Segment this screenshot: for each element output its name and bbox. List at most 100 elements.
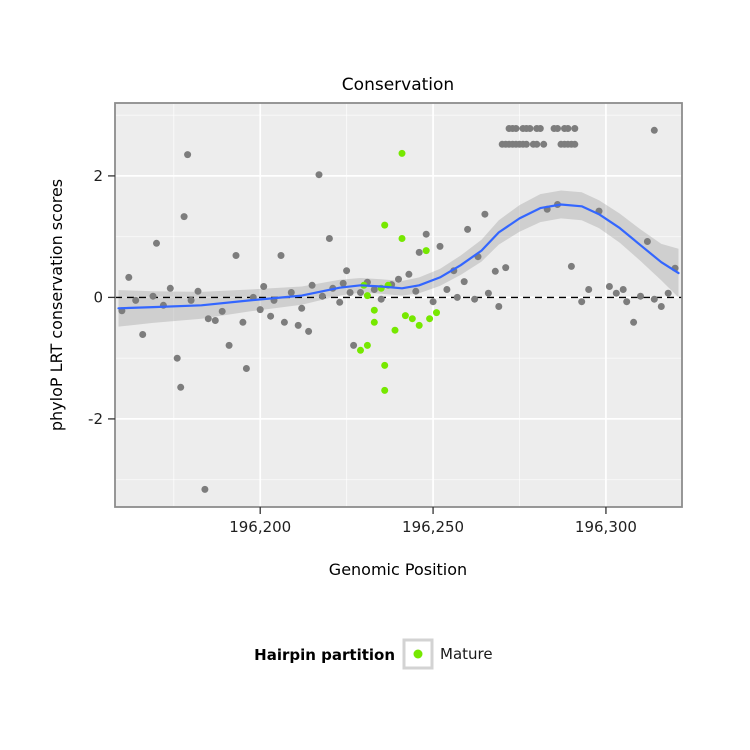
legend-title: Hairpin partition [254,646,395,664]
point-other [166,284,174,292]
smooth-line [117,203,680,310]
point-other [612,289,620,297]
point-other [201,485,209,493]
point-other [481,210,489,218]
point-mature [433,309,440,317]
legend-item-label: Mature [440,645,493,663]
point-other [187,296,195,304]
point-other [619,286,627,293]
point-other [571,125,579,132]
point-other [471,295,479,303]
point-other [211,317,219,324]
point-other [277,252,285,259]
point-other [637,292,644,300]
point-other [153,239,160,247]
point-other [336,298,344,306]
point-other [194,287,202,295]
point-other [395,275,402,283]
point-mature [398,235,406,242]
point-other [305,327,313,335]
point-other [623,298,631,306]
point-mature [422,247,430,255]
point-other [650,126,658,134]
point-other [605,283,613,290]
point-other [554,125,561,132]
confidence-ribbon-layer [118,190,679,327]
point-other [184,151,192,159]
legend: Hairpin partition Mature [254,638,493,670]
point-other [294,321,302,329]
point-other [578,298,586,306]
point-other [298,304,306,312]
point-mature [401,312,409,320]
point-other [346,289,354,296]
point-other [526,125,534,132]
point-other [484,289,492,297]
point-other [239,318,247,326]
x-axis-label: Genomic Position [329,560,467,579]
point-mature [381,221,389,229]
smooth-line-layer [117,203,680,310]
point-other [267,312,275,320]
point-mature [398,149,406,157]
x-tick-label: 196,200 [229,518,291,536]
point-other [242,365,250,372]
point-other [540,140,548,148]
point-other [173,354,181,362]
point-other [405,270,413,278]
point-mature [370,318,378,326]
panel-border [114,102,683,508]
point-mature [391,326,399,334]
point-mature [415,321,423,329]
point-other [204,315,212,323]
point-mature [370,306,378,314]
chart-title: Conservation [342,75,454,95]
point-other [412,287,420,295]
point-other [315,171,323,179]
point-other [443,286,451,293]
point-other [125,273,133,281]
point-other [287,289,295,296]
point-other [149,292,157,300]
point-other [256,306,264,314]
point-other [139,331,147,338]
point-other [339,279,347,287]
point-other [377,295,385,303]
point-other [350,341,358,349]
point-other [177,383,185,391]
point-other [436,242,444,250]
point-mature [408,315,416,323]
point-mature [357,346,364,354]
point-other [453,293,461,301]
point-other [522,140,530,148]
y-tick-label: 0 [93,288,103,306]
point-mature [381,361,389,369]
x-tick-label: 196,300 [575,518,637,536]
point-mature [426,315,434,323]
point-other [464,225,472,233]
point-other [370,286,378,293]
confidence-ribbon [118,190,679,327]
point-other [325,235,333,242]
point-other [502,264,510,272]
legend-mature-dot-icon [413,649,423,659]
point-other [512,125,520,132]
y-tick-label: 2 [93,167,103,185]
point-other [280,318,288,326]
point-other [232,252,240,259]
point-other [533,140,541,148]
point-other [643,238,651,245]
point-other [567,262,575,270]
point-other [415,248,423,256]
point-other [630,318,638,326]
point-other [343,267,351,275]
point-other [495,303,503,310]
point-other [225,341,233,349]
point-other [357,289,364,296]
x-tick-label: 196,250 [402,518,464,536]
point-other [260,283,268,290]
point-mature [363,292,371,300]
point-other [564,125,572,132]
point-other [536,125,544,132]
